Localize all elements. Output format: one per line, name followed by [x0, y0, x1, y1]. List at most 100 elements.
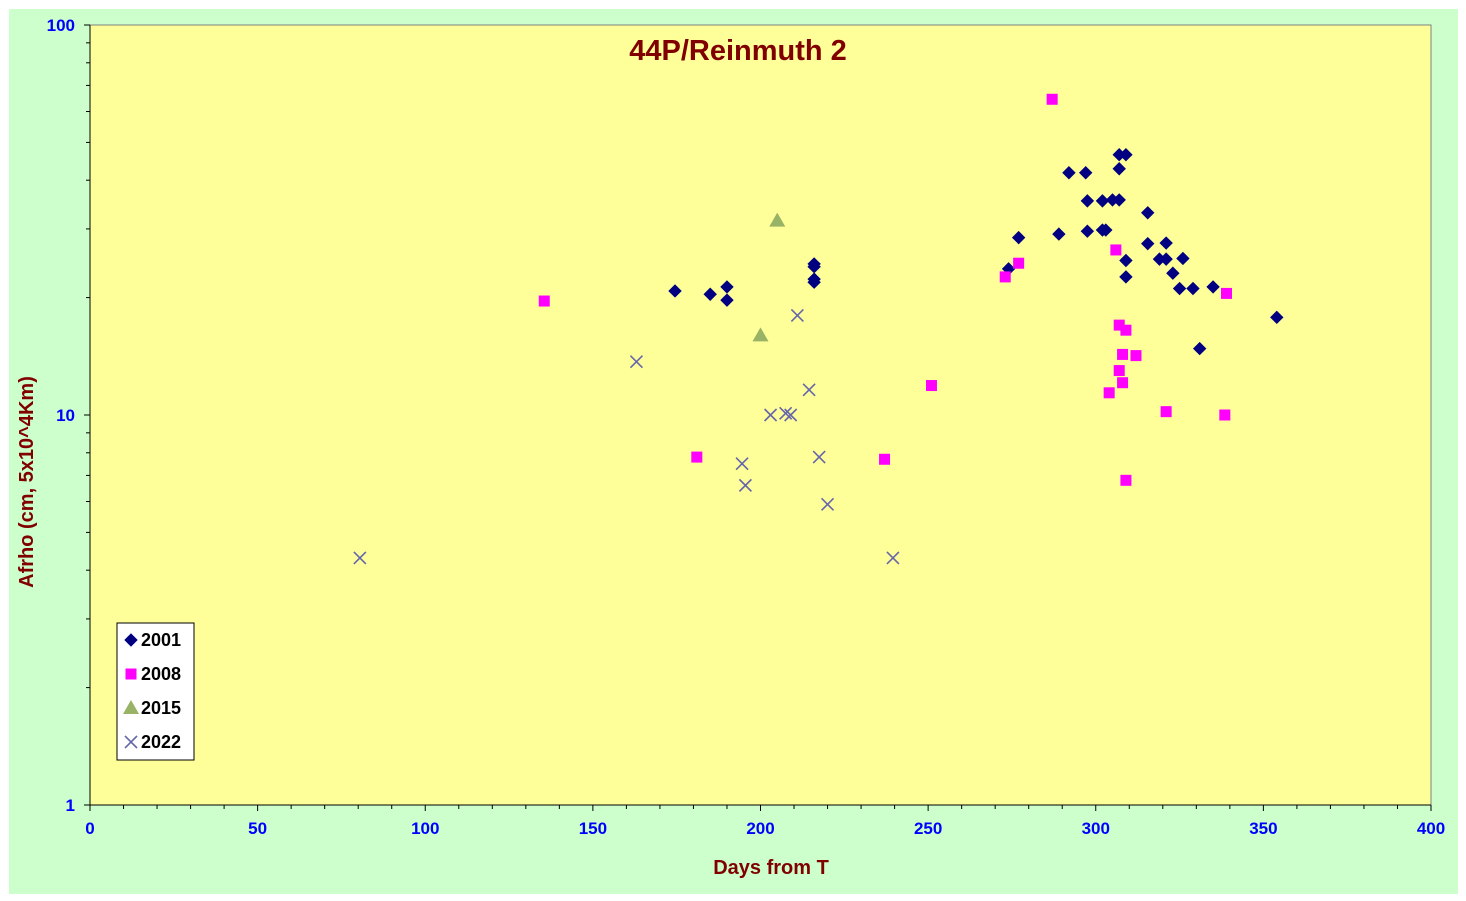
data-point	[820, 497, 835, 511]
legend-box	[116, 622, 195, 761]
x-tick-label: 300	[1082, 819, 1110, 838]
x-tick-label: 50	[248, 819, 267, 838]
data-point	[1112, 193, 1126, 207]
data-point	[1011, 230, 1026, 245]
legend-entry-2008: 2008	[125, 664, 181, 684]
data-point	[1119, 253, 1133, 268]
data-point	[1270, 310, 1284, 325]
data-point	[1172, 281, 1187, 296]
data-point	[1219, 409, 1231, 421]
data-point	[1080, 224, 1095, 238]
data-point	[1141, 236, 1155, 251]
data-point	[1103, 387, 1115, 399]
x-tick-label: 100	[411, 819, 439, 838]
chart-title: 44P/Reinmuth 2	[629, 35, 847, 67]
data-point	[1112, 162, 1126, 176]
data-point	[1176, 251, 1190, 266]
data-point	[1113, 319, 1125, 331]
data-point	[1120, 474, 1132, 486]
data-point	[629, 355, 644, 369]
data-point	[1166, 266, 1180, 280]
legend-label: 2008	[141, 664, 181, 684]
data-point	[802, 383, 816, 397]
data-point	[1095, 194, 1110, 208]
data-point	[1117, 348, 1129, 360]
x-tick-label: 400	[1417, 819, 1445, 838]
data-point	[1120, 324, 1132, 336]
x-tick-label: 0	[85, 819, 94, 838]
data-point	[925, 380, 937, 392]
y-tick-label: 10	[56, 406, 75, 425]
data-point	[1046, 93, 1058, 105]
data-point	[1130, 350, 1142, 362]
data-marks	[353, 93, 1284, 565]
data-point	[720, 280, 734, 294]
data-point	[1220, 287, 1232, 299]
x-tick-label: 250	[914, 819, 942, 838]
data-point	[790, 308, 804, 323]
data-point	[1078, 166, 1093, 180]
data-point	[779, 406, 793, 420]
data-point	[1192, 341, 1207, 356]
legend-marker	[124, 735, 138, 749]
data-point	[763, 408, 778, 422]
data-point	[1141, 206, 1155, 220]
data-point	[1099, 223, 1113, 237]
data-point	[703, 287, 717, 301]
data-point	[1013, 257, 1025, 269]
x-tick-label: 150	[579, 819, 607, 838]
data-point	[1119, 270, 1133, 284]
plot-area	[89, 24, 1432, 806]
data-point	[769, 212, 786, 227]
data-point	[1206, 280, 1220, 294]
data-point	[538, 295, 550, 307]
series-2022	[353, 308, 900, 565]
data-point	[886, 551, 900, 565]
legend-marker	[124, 633, 138, 647]
data-point	[735, 457, 749, 471]
data-point	[999, 271, 1011, 283]
data-point	[1110, 244, 1122, 256]
legend-marker	[123, 700, 139, 714]
data-point	[784, 408, 798, 422]
data-point	[812, 450, 826, 464]
legend-entry-2015: 2015	[123, 698, 181, 718]
series-2015	[752, 212, 786, 342]
y-tick-label: 1	[66, 796, 75, 815]
data-point	[1113, 365, 1125, 377]
series-2001	[668, 147, 1284, 356]
data-point	[1159, 252, 1173, 266]
legend-label: 2001	[141, 630, 181, 650]
data-point	[807, 275, 821, 289]
legend-label: 2022	[141, 732, 181, 752]
data-point	[668, 284, 682, 298]
data-point	[879, 453, 891, 465]
data-point	[1186, 281, 1200, 296]
data-point	[738, 478, 752, 492]
legend-marker	[125, 668, 137, 680]
axes: 0 50 100 150 200 250 300 350 400 1 10 100	[47, 16, 1446, 838]
data-point	[353, 551, 367, 565]
data-point	[1052, 227, 1066, 241]
data-point	[752, 327, 769, 342]
data-point	[1117, 377, 1129, 389]
data-point	[1159, 236, 1173, 250]
data-point	[1080, 194, 1095, 208]
legend: 2001 2008 2015 2022	[116, 622, 195, 761]
y-tick-label: 100	[47, 16, 75, 35]
data-point	[1160, 406, 1172, 418]
legend-entry-2022: 2022	[124, 732, 181, 752]
x-tick-label: 350	[1249, 819, 1277, 838]
data-point	[1119, 147, 1133, 162]
x-axis-title: Days from T	[713, 857, 829, 879]
y-axis-title: Afrho (cm, 5x10^4Km)	[16, 376, 38, 588]
legend-entry-2001: 2001	[124, 630, 181, 650]
series-2008	[538, 93, 1232, 486]
data-point	[720, 293, 734, 307]
legend-label: 2015	[141, 698, 181, 718]
x-tick-label: 200	[746, 819, 774, 838]
data-point	[691, 451, 703, 463]
data-point	[1062, 166, 1076, 180]
